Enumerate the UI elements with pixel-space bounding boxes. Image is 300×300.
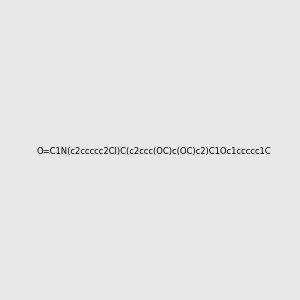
Text: O=C1N(c2ccccc2Cl)C(c2ccc(OC)c(OC)c2)C1Oc1ccccc1C: O=C1N(c2ccccc2Cl)C(c2ccc(OC)c(OC)c2)C1Oc… [36,147,271,156]
